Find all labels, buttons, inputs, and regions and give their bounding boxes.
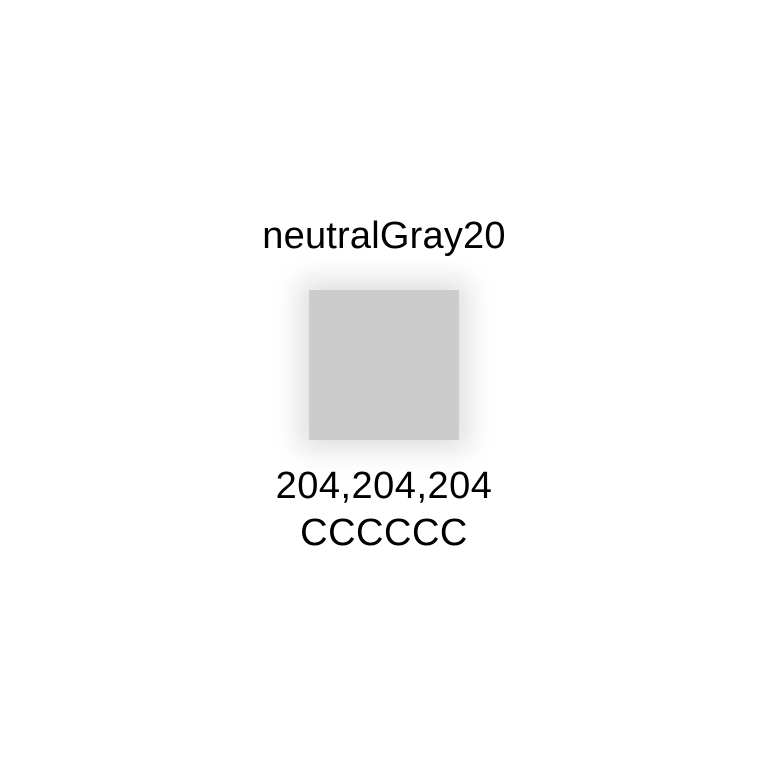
swatch-rgb-value: 204,204,204 bbox=[275, 465, 493, 507]
swatch-hex-value: CCCCCC bbox=[300, 512, 468, 554]
swatch-name-label: neutralGray20 bbox=[262, 215, 506, 257]
color-chip bbox=[309, 290, 459, 440]
